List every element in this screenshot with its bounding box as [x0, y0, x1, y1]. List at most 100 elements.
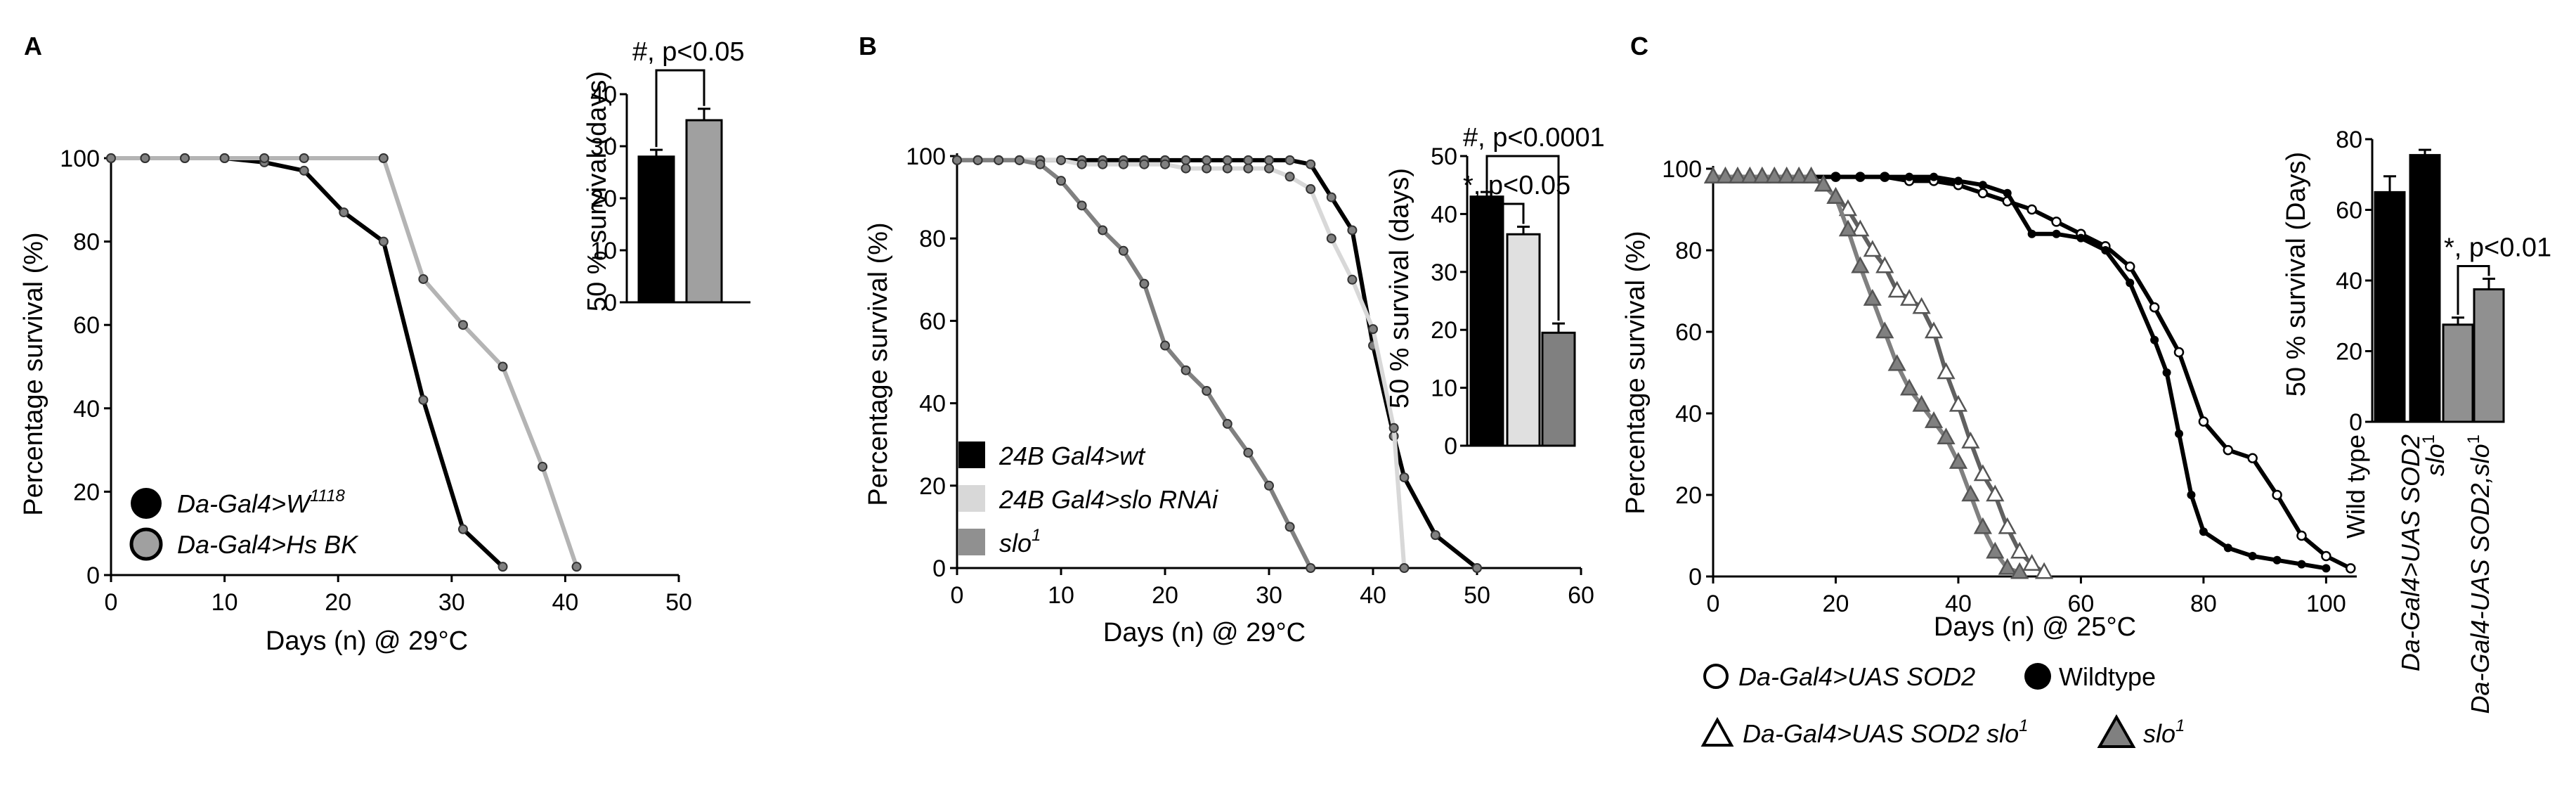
- panel-c-inset-bar-da-gal4-uas-sod2-slo1: [2473, 288, 2505, 423]
- panel-a-series-da-gal4-hs-bk-point-1: [140, 153, 150, 163]
- panel-c-series-slo1-point-3: [1741, 167, 1759, 183]
- panel-b-series-slo1-point-11: [1180, 365, 1191, 375]
- panel-c-series-wildtype-point-22: [2199, 527, 2208, 536]
- panel-b-series-slo1-point-7: [1098, 225, 1108, 236]
- panel-b-series-slo1-point-14: [1243, 447, 1254, 458]
- panel-b-series-slo1-point-13: [1222, 418, 1232, 429]
- panel-b-inset-annotations: *, p<0.05 #, p<0.0001: [1463, 123, 1605, 321]
- legend-label-slo1-c-sup: 1: [2175, 716, 2185, 735]
- panel-c-y-tick-label-0: 0: [1689, 564, 1702, 591]
- panel-a-y-axis-title: Percentage survival (%): [19, 232, 48, 515]
- panel-a-series-da-gal4-w1118-point-9: [457, 524, 468, 534]
- panel-c-series-slo1-point-16: [1900, 378, 1919, 396]
- panel-c-y-tick-label-40: 40: [1675, 401, 1702, 427]
- panel-c-series-wildtype-point-26: [2297, 560, 2306, 569]
- panel-b-inset-bar-chart: 0 10 20 30 40 50 *, p<0.05 #, p<0.0001 50 % su…: [1385, 123, 1605, 460]
- panel-a-x-tick-label-20: 20: [325, 589, 351, 616]
- panel-c-series-wildtype-point-10: [1953, 176, 1963, 186]
- panel-b-series-slo1-point-8: [1118, 245, 1128, 256]
- panel-c-series-slo1-point-6: [1777, 167, 1796, 183]
- panel-a-series-da-gal4-hs-bk-point-3: [219, 153, 230, 163]
- legend-swatch-slo1: [958, 529, 985, 555]
- panel-c-series-wildtype-point-21: [2187, 491, 2196, 499]
- panel-c-series-slo1-point-8: [1802, 167, 1821, 183]
- panel-b-series-24b-gal4-slo-rnai-point-13: [1222, 163, 1232, 174]
- panel-c-series-slo1-point-17: [1912, 394, 1931, 412]
- panel-c-series-slo1-point-19: [1937, 427, 1956, 445]
- panel-a-legend: Da-Gal4>W1118 Da-Gal4>Hs BK: [129, 486, 359, 561]
- panel-c-inset-category-label-da-gal4-uas-sod2: Da-Gal4>UAS SOD2: [2396, 434, 2425, 671]
- panel-b-series-slo1-point-3: [1014, 155, 1024, 165]
- panel-b-inset-bar-slo1: [1541, 331, 1576, 447]
- panel-c-series-slo1-point-12: [1851, 256, 1870, 273]
- legend-label-da-gal4-uas-sod2: Da-Gal4>UAS SOD2: [1738, 662, 1975, 691]
- panel-b-series-slo1-point-0: [952, 155, 962, 165]
- panel-c-series-wildtype-point-5: [1831, 172, 1840, 181]
- legend-label-da-gal4-uas-sod2-slo1: Da-Gal4>UAS SOD2 slo1: [1743, 716, 2029, 748]
- panel-b-inset-annotation-1-bracket: [1485, 155, 1560, 321]
- legend-swatch-24b-gal4-slo-rnai: [958, 485, 985, 512]
- panel-a-series: [106, 153, 582, 572]
- panel-b-inset-y-tick-label-50: 50: [1431, 143, 1457, 170]
- panel-b-x-tick-label-20: 20: [1152, 582, 1178, 609]
- panel-a-series-da-gal4-w1118-point-7: [378, 236, 389, 247]
- legend-label-wildtype: Wildtype: [2059, 662, 2156, 691]
- panel-c-inset-y-tick-label-0: 0: [2349, 409, 2362, 436]
- legend-label-da-gal4-w1118-sup: 1118: [310, 486, 345, 505]
- panel-c-series-da-gal4-uas-sod2-slo1-point-27: [2034, 562, 2054, 579]
- panel-b-inset-y-axis-title: 50 % survival (days): [1385, 168, 1414, 408]
- panel-c-series-wildtype-line: [1713, 174, 2327, 571]
- panel-a-series-da-gal4-w1118-point-5: [299, 165, 309, 176]
- panel-b-series-slo1-point-12: [1202, 386, 1212, 396]
- panel-c-inset-category-label-slo1: slo1: [2419, 434, 2450, 476]
- panel-b-inset-y-tick-label-10: 10: [1431, 375, 1457, 402]
- panel-c-series-slo1-point-0: [1703, 167, 1723, 183]
- panel-c-series-da-gal4-uas-sod2-slo1-point-16: [1900, 289, 1919, 306]
- panel-a-series-da-gal4-hs-bk-point-7: [418, 273, 429, 284]
- panel-a-series-da-gal4-w1118-point-6: [339, 207, 349, 218]
- panel-c-x-tick-label-80: 80: [2190, 591, 2217, 617]
- panel-b-series-24b-gal4-wt-point-12: [1202, 155, 1212, 165]
- panel-a-series-da-gal4-hs-bk-point-8: [457, 320, 468, 330]
- panel-b-inset-y-tick-label-30: 30: [1431, 259, 1457, 286]
- panel-a-series-da-gal4-hs-bk-point-6: [378, 153, 389, 163]
- panel-b-inset-bar-24b-gal4-wt: [1469, 195, 1504, 447]
- panel-a-y-tick-label-80: 80: [73, 229, 100, 256]
- panel-b-series-24b-gal4-slo-rnai-point-15: [1264, 163, 1274, 174]
- panel-a-inset-y-tick-label-40: 40: [590, 82, 617, 108]
- panel-b-series-slo1-point-16: [1284, 522, 1295, 532]
- panel-b-series-24b-gal4-wt-point-23: [1430, 530, 1440, 541]
- panel-a-series-da-gal4-hs-bk-point-5: [299, 153, 309, 163]
- panel-b-y-tick-label-100: 100: [906, 143, 946, 170]
- panel-c-series-slo1-point-21: [1961, 484, 1980, 502]
- panel-b-series-24b-gal4-slo-rnai-point-22: [1399, 563, 1410, 573]
- panel-a-inset-y-tick-label-10: 10: [590, 238, 617, 264]
- panel-b-x-tick-label-40: 40: [1360, 582, 1386, 609]
- panel-c-series-da-gal4-uas-sod2-slo1-point-19: [1937, 362, 1956, 380]
- panel-c-series-slo1-point-10: [1826, 187, 1845, 204]
- panel-b-series-24b-gal4-slo-rnai-point-17: [1306, 183, 1316, 194]
- panel-c-series-slo1-point-5: [1765, 167, 1784, 183]
- panel-c-series-slo1-point-20: [1949, 452, 1968, 469]
- panel-b-series-24b-gal4-wt-point-11: [1180, 155, 1191, 165]
- legend-marker-da-gal4-uas-sod2-slo1: [1700, 716, 1734, 747]
- panel-c-series: [1703, 167, 2356, 579]
- panel-b-series-24b-gal4-wt-point-19: [1347, 225, 1358, 236]
- panel-a-inset-y-axis-title: 50 % survival (days): [583, 71, 612, 311]
- panel-b-series-slo1-point-9: [1139, 278, 1150, 289]
- panel-c-series-slo1-point-9: [1814, 174, 1833, 192]
- panel-c-inset-category-label-wild-type: Wild type: [2341, 434, 2370, 539]
- panel-b-inset-y-tick-label-20: 20: [1431, 317, 1457, 344]
- panel-a-y-tick-label-40: 40: [73, 396, 100, 423]
- panel-c-series-wildtype-point-24: [2248, 552, 2257, 560]
- panel-b-series-24b-gal4-wt-point-17: [1306, 159, 1316, 169]
- panel-a-y-tick-label-0: 0: [86, 562, 100, 589]
- legend-marker-wildtype: [2024, 663, 2051, 690]
- panel-c-series-da-gal4-uas-sod2-point-18: [2149, 302, 2160, 313]
- panel-c-series-da-gal4-uas-sod2-point-25: [2321, 550, 2331, 562]
- panel-c-series-slo1-point-11: [1838, 219, 1858, 237]
- panel-b-series-slo1-point-10: [1160, 340, 1170, 351]
